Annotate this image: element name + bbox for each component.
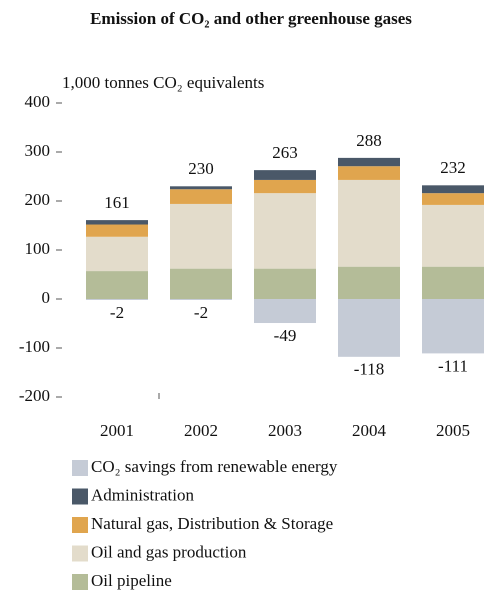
bar-segment [422,185,484,194]
bar-segment [338,179,400,267]
total-label: 161 [104,193,130,212]
legend-label: Administration [91,485,194,504]
total-label: 263 [272,143,298,162]
legend-swatch [72,460,88,476]
bar-segment [170,299,232,300]
bar-segment [338,157,400,167]
bar-segment [422,266,484,299]
value-label: -2 [194,303,208,322]
bar-segment [254,268,316,299]
y-tick-label: 0 [42,288,51,307]
bar-segment [170,189,232,204]
bar-segment [170,268,232,299]
y-tick-label: 300 [25,141,51,160]
x-tick-label: 2001 [100,421,134,440]
bar-segment [338,299,400,357]
bar-segment [338,166,400,180]
legend-swatch [72,517,88,533]
legend-swatch [72,488,88,505]
x-tick-label: 2002 [184,421,218,440]
bar-segment [422,299,484,354]
bar-segment [86,224,148,237]
x-tick-label: 2003 [268,421,302,440]
bar-segment [254,193,316,269]
legend-swatch [72,574,88,590]
bar-segment [170,186,232,190]
bar-segment [254,299,316,324]
value-label: -118 [354,360,385,379]
bar-segment [254,170,316,180]
bar-segment [422,193,484,205]
bar-segment [338,266,400,299]
total-label: 288 [356,131,382,150]
x-tick-label: 2005 [436,421,470,440]
bar-segment [422,204,484,267]
legend-swatch [72,545,88,562]
bar-segment [170,203,232,269]
y-tick-label: 100 [25,239,51,258]
bar-segment [254,179,316,194]
x-tick-label: 2004 [352,421,387,440]
y-tick-label: 200 [25,190,51,209]
y-tick-label: -200 [19,386,50,405]
legend-label: Oil and gas production [91,542,247,561]
legend-label: CO₂ savings from renewable energy [91,457,338,476]
value-label: -2 [110,303,124,322]
bar-segment [86,299,148,300]
bar-segment [86,220,148,225]
bar-segment [86,236,148,272]
y-tick-label: 400 [25,92,51,111]
legend-label: Natural gas, Distribution & Storage [91,514,333,533]
chart-title: Emission of CO₂ and other greenhouse gas… [90,9,412,28]
bar-segment [86,271,148,299]
y-axis-label: 1,000 tonnes CO₂ equivalents [62,73,264,92]
total-label: 232 [440,158,466,177]
y-tick-label: -100 [19,337,50,356]
legend-label: Oil pipeline [91,571,172,590]
value-label: -49 [274,326,297,345]
value-label: -111 [438,356,468,375]
total-label: 230 [188,159,214,178]
